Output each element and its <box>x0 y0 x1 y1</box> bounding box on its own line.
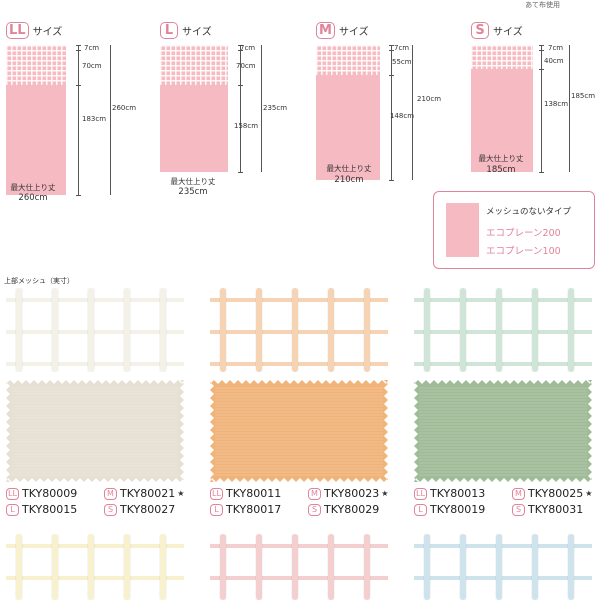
size-m-mesh-dim: 55cm <box>392 58 412 66</box>
product-code-1-2: M TKY80021 ★ <box>104 487 184 500</box>
size-ll-max-label: 最大仕上り丈 <box>10 183 56 192</box>
size-m-mesh <box>316 45 380 75</box>
size-l-header: L サイズ <box>160 20 212 40</box>
size-ll-mesh-dim: 70cm <box>82 62 102 70</box>
size-l-block: L サイズ 7cm 70cm 158cm 235cm 最大仕上り丈 235cm <box>160 20 290 205</box>
size-ll-label: サイズ <box>32 26 63 38</box>
size-badge: S <box>308 503 321 516</box>
size-m-total-dim: 210cm <box>417 95 442 103</box>
size-ll-header: LL サイズ <box>6 20 62 40</box>
size-l-panel-dim: 158cm <box>234 122 259 130</box>
legend-item-200: エコプレーン200 <box>486 228 561 239</box>
size-m-max-value: 210cm <box>334 175 364 185</box>
size-badge: S <box>512 503 525 516</box>
product-code-2-4: S TKY80029 <box>308 503 379 516</box>
size-m-header: M サイズ <box>316 20 369 40</box>
star-mark: ★ <box>381 489 389 498</box>
size-l-mesh-dim: 70cm <box>236 62 256 70</box>
size-ll-max-value: 260cm <box>18 193 48 203</box>
size-l-max-label: 最大仕上り丈 <box>170 177 216 186</box>
size-m-badge: M <box>316 21 335 39</box>
legend-title: メッシュのないタイプ <box>486 207 572 217</box>
size-ll-top-dim: 7cm <box>84 44 100 52</box>
product-code-text: TKY80021 <box>120 487 176 500</box>
no-mesh-legend: メッシュのないタイプ エコプレーン200 エコプレーン100 <box>433 191 595 269</box>
size-m-max-label: 最大仕上り丈 <box>326 164 372 173</box>
product-code-text: TKY80011 <box>226 487 282 500</box>
size-m-panel-dim: 148cm <box>390 112 415 120</box>
mesh-sample-bottom-2 <box>210 534 388 600</box>
product-code-text: TKY80013 <box>430 487 486 500</box>
size-l-badge: L <box>160 21 178 39</box>
fabric-swatch-2 <box>210 380 388 482</box>
size-s-top-dim: 7cm <box>548 44 564 52</box>
size-ll-block: LL サイズ 7cm 70cm 183cm 260cm 最大仕上り丈 260cm <box>6 20 136 205</box>
size-badge: LL <box>414 487 427 500</box>
size-badge: M <box>512 487 525 500</box>
product-code-3-4: S TKY80031 <box>512 503 583 516</box>
product-code-text: TKY80009 <box>22 487 78 500</box>
size-s-badge: S <box>471 21 489 39</box>
size-m-top-dim: 7cm <box>394 44 410 52</box>
size-badge: S <box>104 503 117 516</box>
size-m-label: サイズ <box>338 26 369 38</box>
size-ll-badge: LL <box>6 21 29 39</box>
product-code-text: TKY80023 <box>324 487 380 500</box>
size-ll-panel-dim: 183cm <box>82 115 107 123</box>
mesh-sample-3 <box>414 288 592 372</box>
size-s-mesh-dim: 40cm <box>544 57 564 65</box>
star-mark: ★ <box>177 489 185 498</box>
size-l-label: サイズ <box>182 26 212 38</box>
size-l-top-dim: 7cm <box>240 44 256 52</box>
size-s-label: サイズ <box>493 26 523 38</box>
size-s-total-dim: 185cm <box>571 92 596 100</box>
top-note: あて布使用 <box>525 1 560 9</box>
mesh-sample-1 <box>6 288 184 372</box>
size-l-total-dim: 235cm <box>263 104 288 112</box>
mesh-sample-bottom-3 <box>414 534 592 600</box>
size-badge: M <box>104 487 117 500</box>
product-code-2-2: M TKY80023 ★ <box>308 487 388 500</box>
size-badge: L <box>210 503 223 516</box>
size-s-header: S サイズ <box>471 20 523 40</box>
mesh-sample-2 <box>210 288 388 372</box>
mesh-sample-bottom-1 <box>6 534 184 600</box>
product-code-text: TKY80025 <box>528 487 584 500</box>
product-code-3-3: L TKY80019 <box>414 503 485 516</box>
product-code-text: TKY80029 <box>324 503 380 516</box>
size-badge: L <box>414 503 427 516</box>
product-code-text: TKY80017 <box>226 503 282 516</box>
size-ll-total-dim: 260cm <box>112 104 137 112</box>
size-ll-mesh <box>6 45 66 85</box>
size-l-mesh <box>160 45 228 85</box>
size-badge: LL <box>6 487 19 500</box>
product-code-3-1: LL TKY80013 <box>414 487 485 500</box>
product-code-2-3: L TKY80017 <box>210 503 281 516</box>
size-s-mesh <box>471 45 533 69</box>
size-s-max-value: 185cm <box>486 165 516 175</box>
size-badge: L <box>6 503 19 516</box>
legend-item-100: エコプレーン100 <box>486 246 561 257</box>
fabric-swatch-1 <box>6 380 184 482</box>
product-code-text: TKY80031 <box>528 503 584 516</box>
section-label: 上部メッシュ（実寸） <box>4 277 74 285</box>
size-badge: M <box>308 487 321 500</box>
product-code-1-4: S TKY80027 <box>104 503 175 516</box>
legend-swatch <box>446 203 479 257</box>
size-s-panel-dim: 138cm <box>544 100 569 108</box>
product-code-text: TKY80019 <box>430 503 486 516</box>
size-l-max-value: 235cm <box>178 187 208 197</box>
size-s-block: S サイズ 7cm 40cm 138cm 185cm 最大仕上り丈 185cm <box>471 20 596 205</box>
size-s-max-label: 最大仕上り丈 <box>478 154 524 163</box>
product-code-1-1: LL TKY80009 <box>6 487 77 500</box>
product-code-3-2: M TKY80025 ★ <box>512 487 592 500</box>
size-m-block: M サイズ 7cm 55cm 148cm 210cm 最大仕上り丈 210cm <box>316 20 446 205</box>
product-code-text: TKY80027 <box>120 503 176 516</box>
product-code-2-1: LL TKY80011 <box>210 487 281 500</box>
product-code-text: TKY80015 <box>22 503 78 516</box>
star-mark: ★ <box>585 489 593 498</box>
fabric-swatch-3 <box>414 380 592 482</box>
product-code-1-3: L TKY80015 <box>6 503 77 516</box>
size-badge: LL <box>210 487 223 500</box>
